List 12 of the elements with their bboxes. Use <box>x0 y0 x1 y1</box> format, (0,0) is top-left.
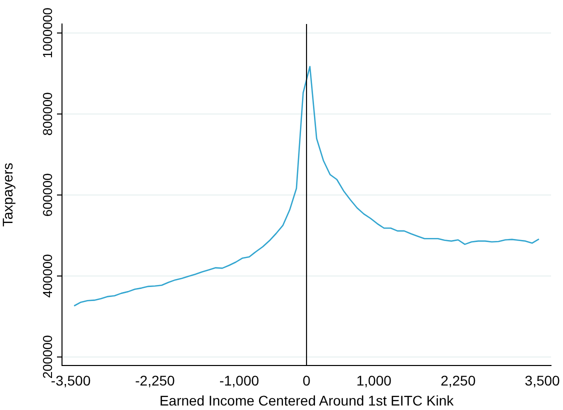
x-tick-label: 2,250 <box>440 372 476 389</box>
x-tick-label: 3,500 <box>524 372 560 389</box>
y-tick-label: 800000 <box>40 92 56 136</box>
x-tick-label: 1,000 <box>356 372 392 389</box>
x-tick-label: -2,250 <box>135 372 176 389</box>
y-axis-title: Taxpayers <box>0 162 16 227</box>
x-tick-label: 0 <box>302 372 311 389</box>
y-tick-label: 400000 <box>40 254 56 298</box>
x-tick-label: -1,000 <box>219 372 260 389</box>
x-axis-title: Earned Income Centered Around 1st EITC Kink <box>159 392 455 408</box>
y-tick-label: 1000000 <box>40 8 56 58</box>
y-tick-label: 600000 <box>40 173 56 217</box>
